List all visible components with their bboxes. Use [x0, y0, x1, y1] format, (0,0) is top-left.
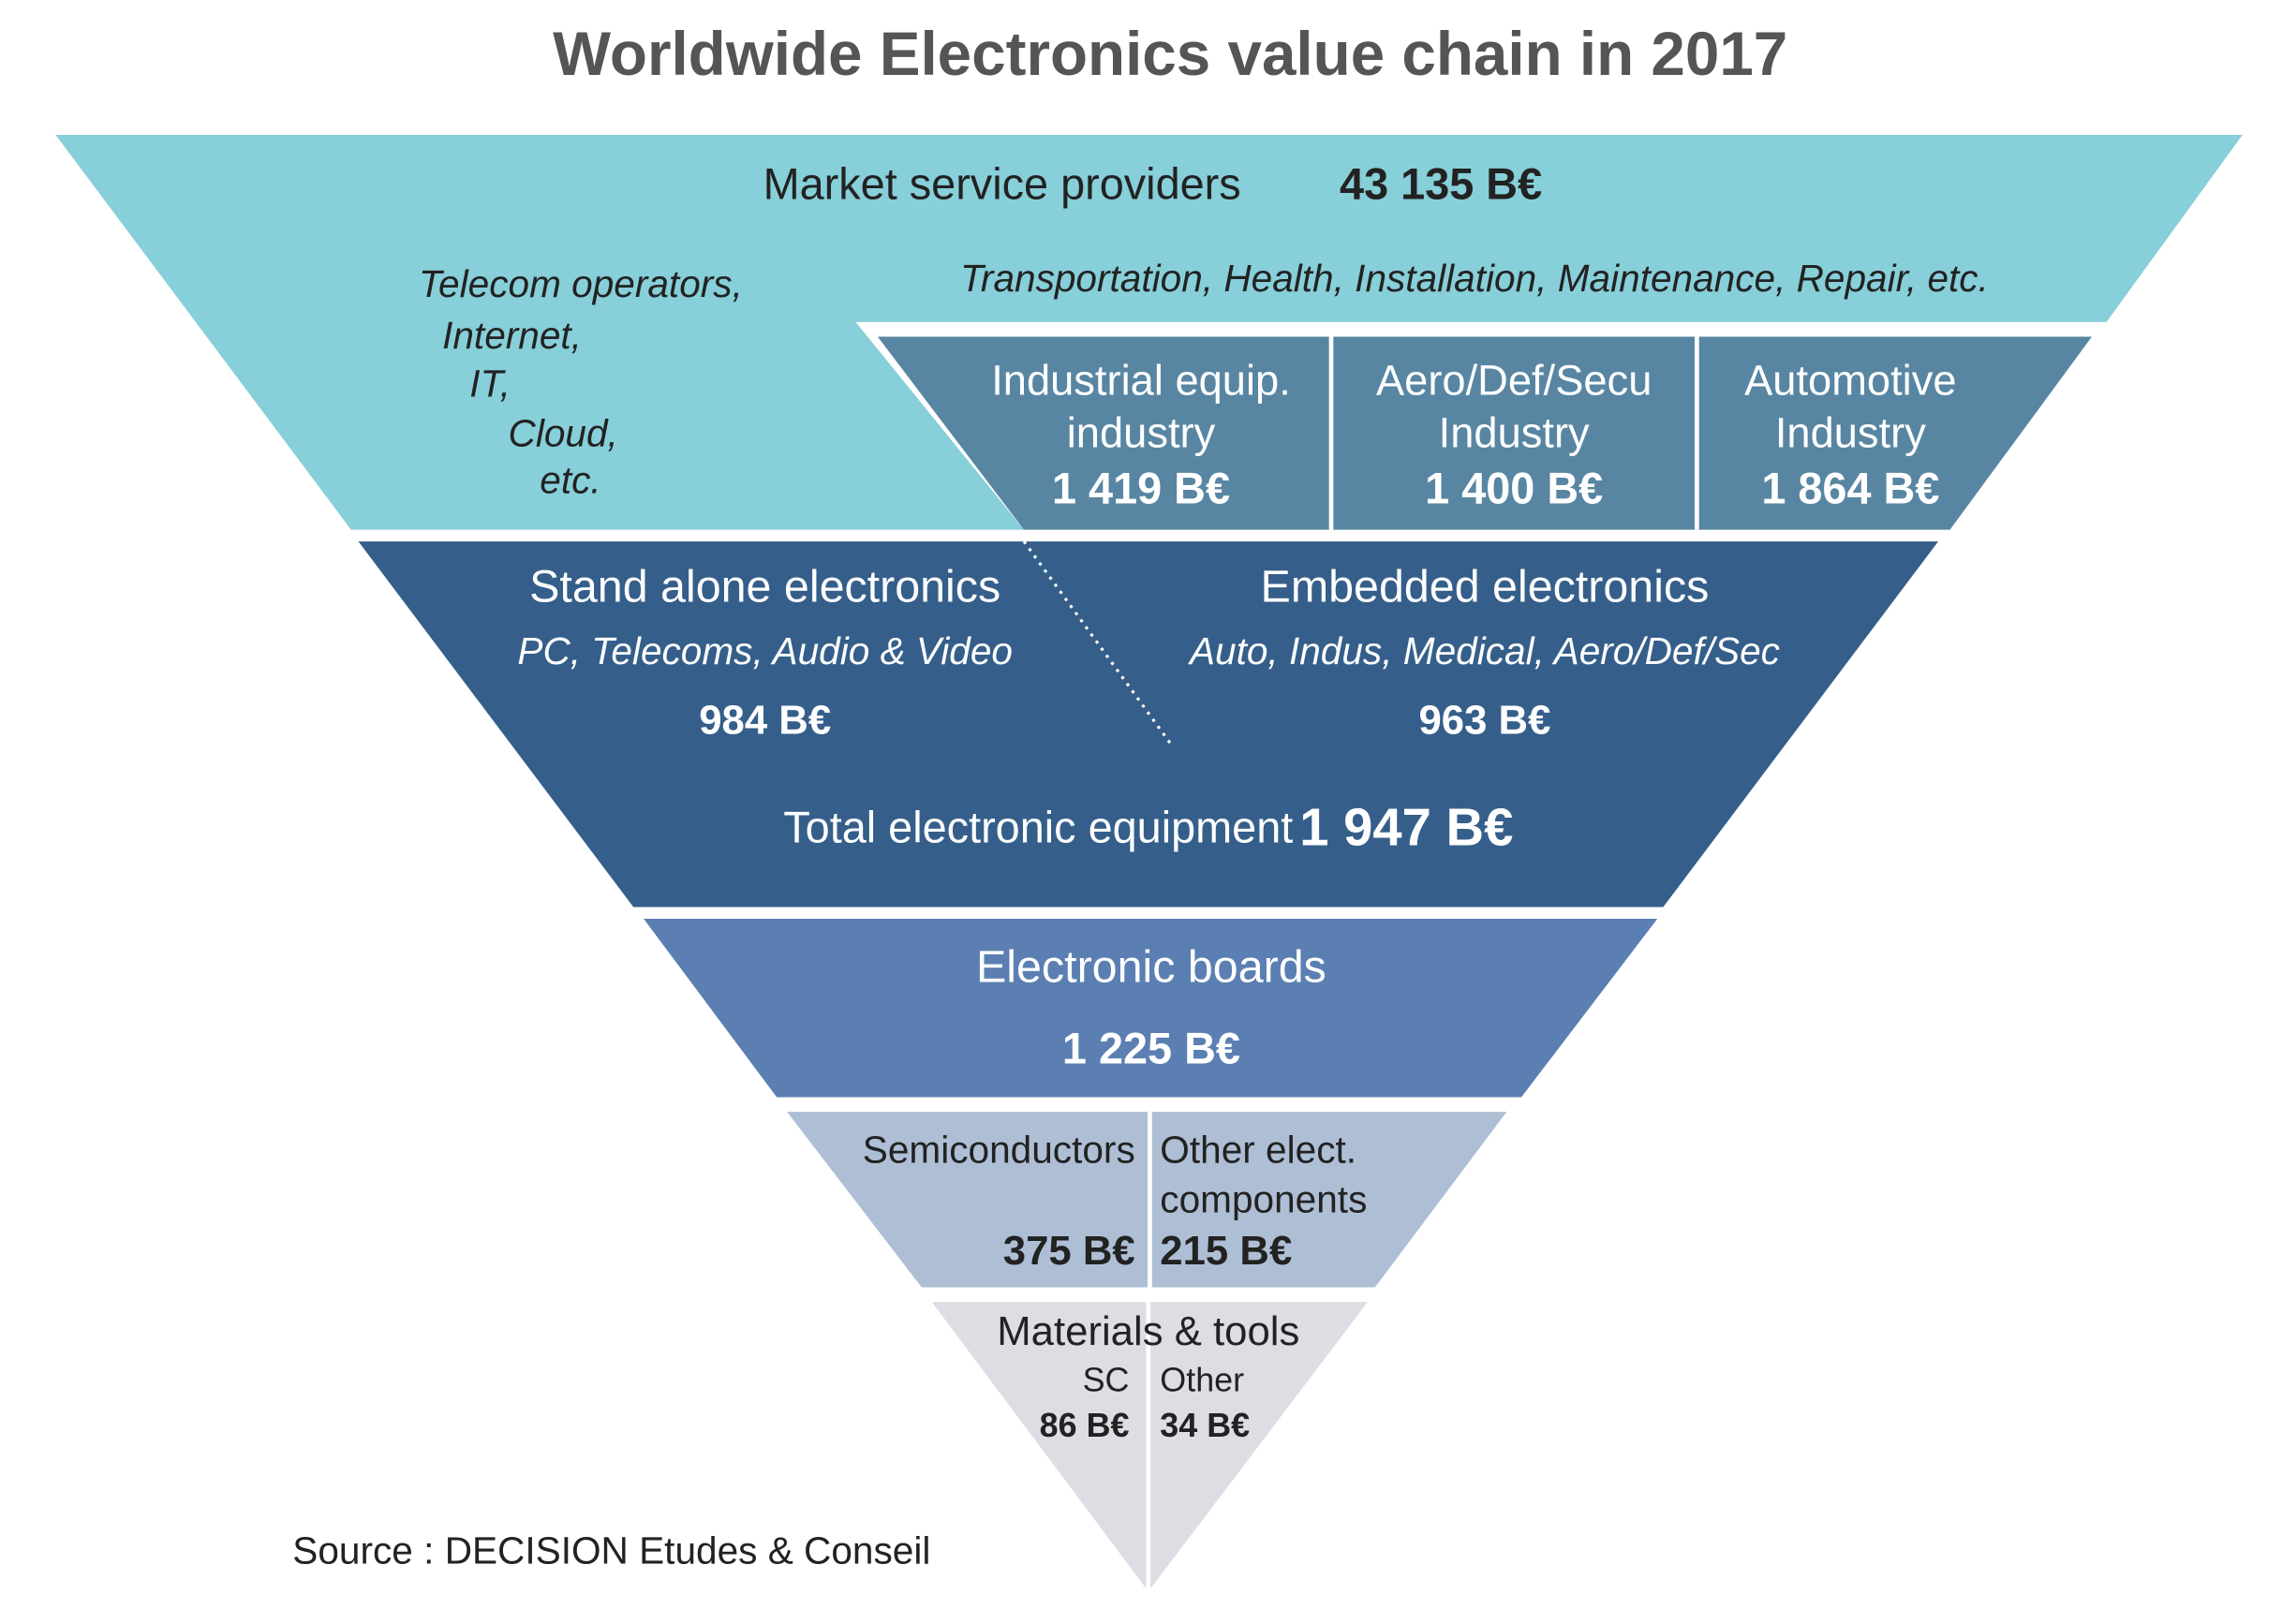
example-text: Cloud, — [509, 411, 618, 454]
example-text: etc. — [540, 458, 600, 501]
service-layer — [55, 135, 2243, 530]
total-line: Total electronic equipment 1 947 B€ — [783, 797, 1513, 856]
title: Worldwide Electronics value chain in 201… — [553, 20, 1787, 88]
example-text: IT, — [469, 362, 511, 405]
component-value: 375 B€ — [1003, 1228, 1135, 1274]
part-value: 86 B€ — [1040, 1406, 1130, 1444]
industry-label: Industry — [1775, 409, 1926, 457]
part-label: Other — [1160, 1360, 1244, 1398]
industry-label: Industry — [1439, 409, 1590, 457]
layer-label: Market service providers — [763, 160, 1241, 209]
segment-label: Embedded electronics — [1261, 561, 1710, 612]
component-label: Other elect. — [1160, 1129, 1356, 1172]
industry-value: 1 864 B€ — [1761, 464, 1939, 512]
layer-label: Materials & tools — [997, 1308, 1299, 1354]
total-value: 1 947 B€ — [1299, 797, 1513, 856]
equipment-layer — [358, 541, 1939, 908]
example-text: Transportation, Health, Installation, Ma… — [960, 257, 1989, 300]
industry-label: Aero/Def/Secu — [1376, 356, 1652, 404]
industry-label: Automotive — [1744, 356, 1956, 404]
industry-label: industry — [1067, 409, 1216, 457]
segment-value: 984 B€ — [699, 697, 831, 743]
segment-examples: PC, Telecoms, Audio & Video — [517, 629, 1013, 672]
part-value: 34 B€ — [1160, 1406, 1250, 1444]
layer-value: 43 135 B€ — [1340, 160, 1542, 209]
component-label: Semiconductors — [863, 1129, 1135, 1172]
component-label: components — [1160, 1178, 1367, 1221]
dotted-divider — [1022, 540, 1172, 745]
layer-value: 1 225 B€ — [1062, 1024, 1240, 1072]
industry-label: Industrial equip. — [991, 356, 1291, 404]
industry-value: 1 419 B€ — [1052, 464, 1230, 512]
layer-label: Electronic boards — [976, 941, 1326, 992]
components-layer — [787, 1112, 1507, 1288]
industry-layer — [877, 336, 2092, 530]
segment-value: 963 B€ — [1418, 697, 1550, 743]
segment-examples: Auto, Indus, Medical, Aero/Def/Sec — [1188, 629, 1780, 672]
part-label: SC — [1083, 1360, 1130, 1398]
industry-value: 1 400 B€ — [1425, 464, 1603, 512]
source-note: Source : DECISION Etudes & Conseil — [292, 1528, 930, 1572]
example-text: Internet, — [442, 314, 582, 357]
component-value: 215 B€ — [1160, 1228, 1292, 1274]
example-text: Telecom operators, — [419, 262, 743, 305]
total-label: Total electronic equipment — [783, 804, 1293, 852]
boards-layer — [644, 918, 1658, 1098]
segment-label: Stand alone electronics — [529, 561, 1000, 612]
